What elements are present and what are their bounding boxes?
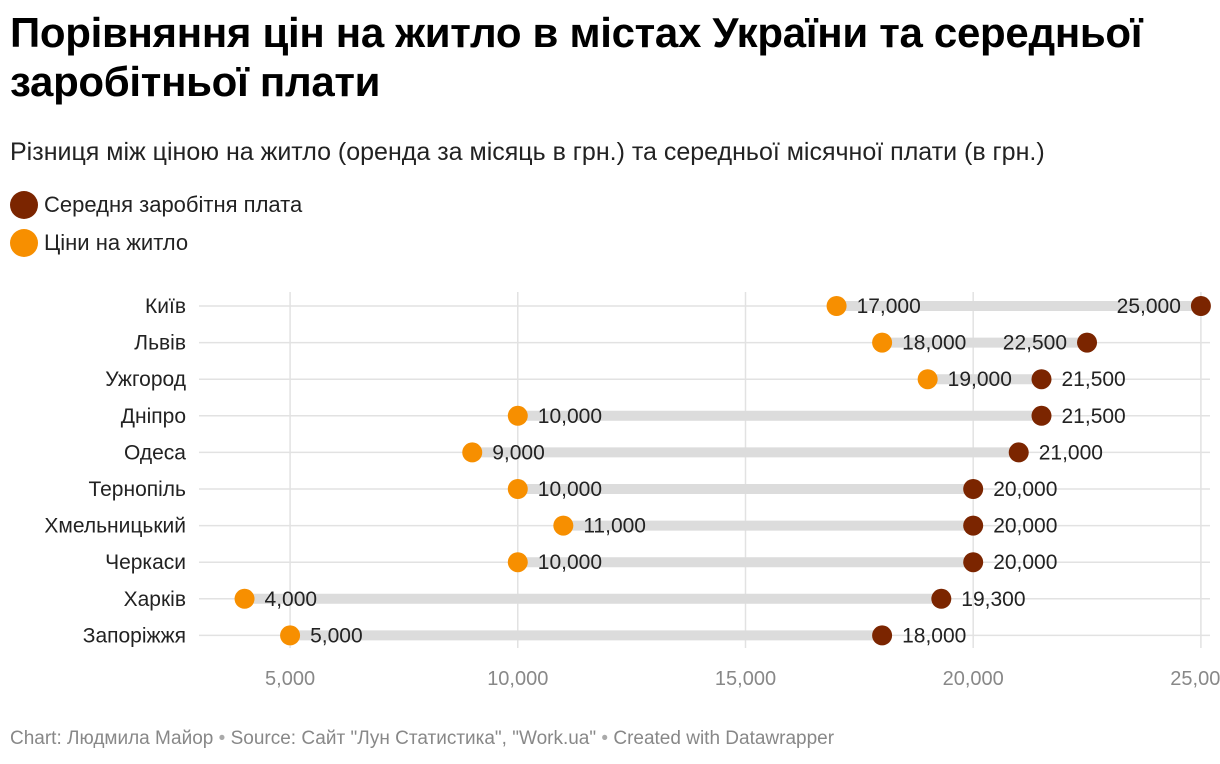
salary-value-label: 19,300	[961, 588, 1025, 611]
salary-dot	[1031, 405, 1052, 426]
range-dot-chart: 5,000 10,000 15,000 20,000 25,000 Київ 17,000 2…	[44, 292, 1220, 690]
x-tick-label: 5,000	[265, 668, 315, 690]
legend-salary-dot	[10, 191, 38, 219]
footer-credit: Chart: Людмила Майор	[10, 728, 214, 749]
salary-value-label: 20,000	[993, 478, 1057, 501]
housing-value-label: 18,000	[902, 332, 966, 355]
salary-value-label: 18,000	[902, 624, 966, 647]
housing-value-label: 10,000	[538, 551, 602, 574]
housing-price-dot	[462, 442, 483, 463]
category-label: Дніпро	[121, 405, 186, 428]
category-label: Запоріжжя	[83, 624, 186, 647]
salary-dot	[963, 479, 984, 499]
salary-dot	[1190, 296, 1211, 316]
footer-separator: •	[218, 728, 226, 749]
housing-value-label: 5,000	[310, 624, 363, 647]
category-label: Львів	[134, 332, 186, 355]
legend-item-housing: Ціни на житло	[10, 224, 302, 262]
legend-housing-label: Ціни на житло	[44, 230, 189, 255]
category-label: Київ	[145, 295, 186, 318]
category-label: Черкаси	[105, 551, 186, 574]
x-tick-label: 25,000	[1170, 668, 1220, 690]
salary-value-label: 20,000	[993, 515, 1057, 538]
category-label: Тернопіль	[88, 478, 186, 501]
legend: Середня заробітня плата Ціни на житло	[10, 186, 302, 262]
category-label: Ужгород	[105, 368, 186, 391]
housing-price-dot	[872, 332, 893, 353]
x-tick-label: 10,000	[487, 668, 548, 690]
housing-price-dot	[826, 296, 847, 316]
salary-value-label: 21,000	[1039, 441, 1103, 464]
housing-value-label: 17,000	[857, 295, 921, 318]
salary-value-label: 22,500	[1003, 332, 1067, 355]
salary-value-label: 21,500	[1062, 405, 1126, 428]
housing-value-label: 4,000	[265, 588, 318, 611]
x-tick-label: 15,000	[715, 668, 776, 690]
housing-price-dot	[917, 369, 938, 390]
housing-price-dot	[280, 625, 301, 646]
footer-source: Source: Сайт "Лун Статистика", "Work.ua"	[230, 728, 597, 749]
salary-dot	[963, 552, 984, 573]
housing-price-dot	[507, 479, 528, 499]
housing-value-label: 11,000	[583, 515, 646, 538]
salary-dot	[1077, 332, 1098, 353]
salary-value-label: 21,500	[1062, 368, 1126, 391]
legend-housing-dot	[10, 229, 38, 257]
salary-dot	[931, 588, 952, 609]
salary-dot	[1008, 442, 1029, 463]
chart-footer: Chart: Людмила Майор • Source: Сайт "Лун…	[10, 728, 834, 750]
salary-dot	[872, 625, 893, 646]
housing-price-dot	[553, 515, 574, 536]
chart-subtitle: Різниця між ціною на житло (оренда за мі…	[10, 138, 1045, 166]
housing-value-label: 10,000	[538, 478, 602, 501]
housing-price-dot	[234, 588, 255, 609]
footer-created-with: Created with Datawrapper	[613, 728, 835, 749]
housing-price-dot	[507, 552, 528, 573]
category-label: Одеса	[124, 441, 186, 464]
housing-value-label: 10,000	[538, 405, 602, 428]
salary-value-label: 25,000	[1117, 295, 1181, 318]
legend-item-salary: Середня заробітня плата	[10, 186, 302, 224]
housing-price-dot	[507, 405, 528, 426]
housing-value-label: 9,000	[492, 441, 545, 464]
chart-title: Порівняння цін на житло в містах України…	[10, 9, 1143, 105]
salary-dot	[1031, 369, 1052, 390]
x-tick-label: 20,000	[943, 668, 1004, 690]
legend-salary-label: Середня заробітня плата	[44, 192, 303, 217]
housing-value-label: 19,000	[948, 368, 1012, 391]
salary-dot	[963, 515, 984, 536]
footer-separator: •	[601, 728, 609, 749]
salary-value-label: 20,000	[993, 551, 1057, 574]
category-label: Харків	[124, 588, 186, 611]
category-label: Хмельницький	[44, 515, 186, 538]
